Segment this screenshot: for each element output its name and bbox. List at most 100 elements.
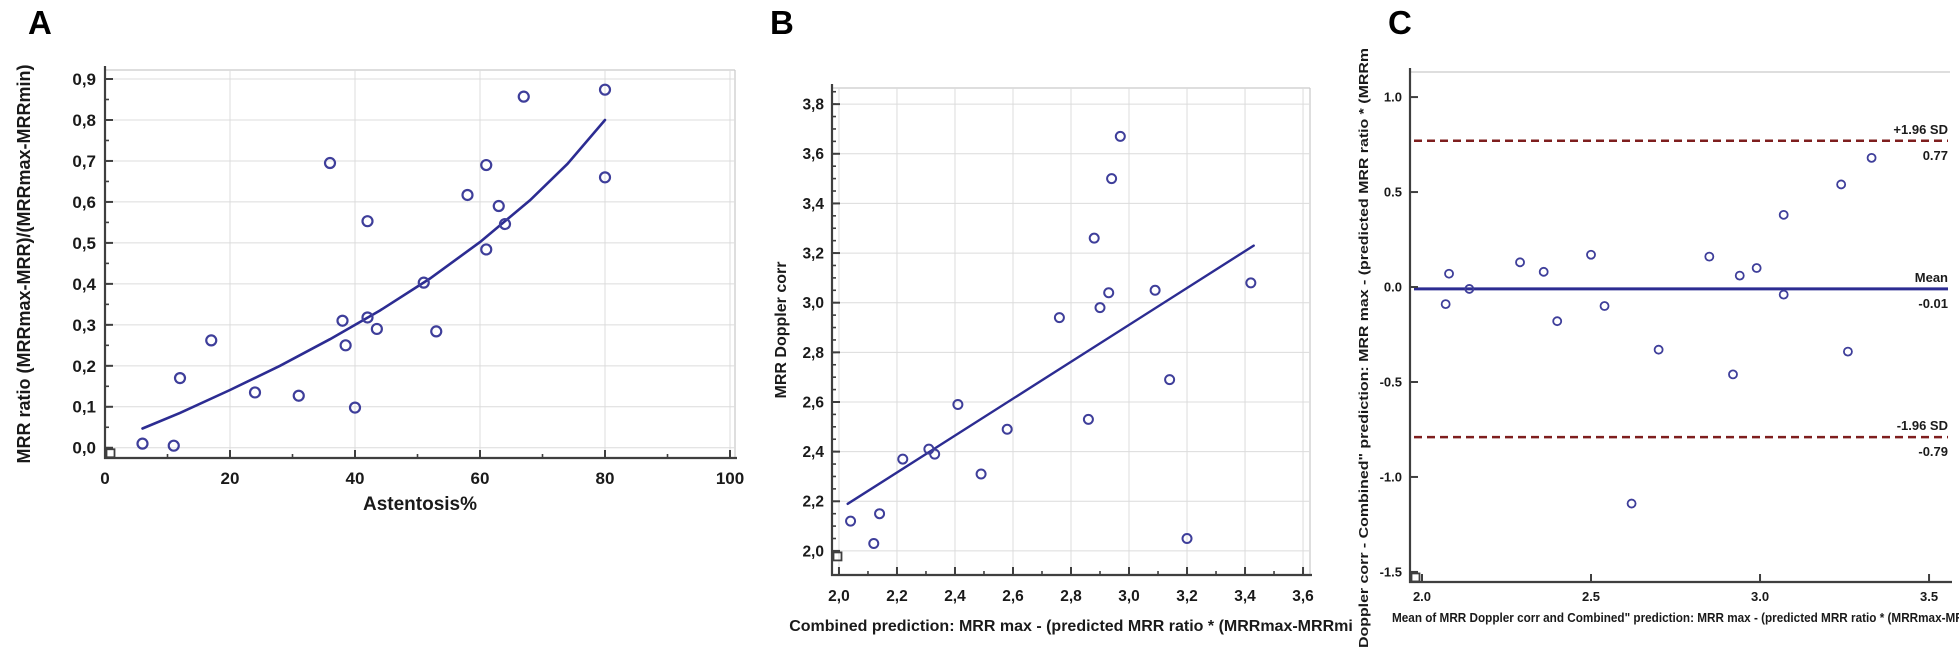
chart-a-y-axis-label: MRR ratio (MRRmax-MRR)/(MRRmax-MRRmin) [14, 65, 34, 464]
data-point [361, 311, 374, 324]
y-tick-label: 2,8 [802, 345, 824, 362]
data-point [430, 325, 443, 338]
data-point [598, 83, 612, 96]
data-point [1082, 413, 1094, 425]
x-tick-label: 2.5 [1582, 589, 1600, 604]
y-tick-label: 0,3 [72, 316, 96, 335]
y-tick-label: 0.5 [1384, 185, 1402, 200]
y-tick-label: 0,4 [72, 275, 96, 294]
data-point [874, 508, 886, 520]
x-tick-label: 3.0 [1751, 589, 1769, 604]
lower-loa-value: -0.79 [1918, 444, 1948, 459]
data-point [1626, 498, 1637, 509]
y-tick-label: 2,4 [802, 444, 824, 461]
y-tick-label: 3,8 [802, 97, 824, 114]
data-point [370, 322, 383, 336]
data-point [1538, 266, 1549, 277]
data-point [1149, 284, 1161, 296]
mean-value: -0.01 [1918, 296, 1948, 311]
data-point [1164, 374, 1176, 386]
data-point [136, 437, 149, 450]
chart-c-y-axis-label: Doppler corr - Combined" prediction: MRR… [1357, 48, 1371, 648]
y-tick-label: 0,1 [72, 398, 96, 417]
data-point [1464, 284, 1475, 294]
chart-a-x-axis-label: Astentosis% [363, 494, 477, 515]
data-point [498, 217, 512, 231]
x-tick-label: 60 [471, 469, 490, 488]
data-point [480, 158, 493, 172]
panel-a-letter: A [28, 4, 52, 41]
data-point [868, 537, 880, 549]
y-tick-label: 2,6 [802, 394, 824, 411]
data-point [1181, 533, 1193, 545]
data-point [1836, 179, 1847, 190]
y-tick-label: 0,5 [72, 234, 96, 253]
y-tick-label: 3,2 [802, 245, 824, 262]
y-tick-label: -0.5 [1380, 375, 1402, 390]
chart-c-axis-break [1410, 572, 1421, 583]
x-tick-label: 2,6 [1002, 588, 1024, 605]
chart-a-axis-break [105, 448, 116, 459]
data-point [897, 453, 909, 465]
data-point [845, 515, 857, 527]
x-tick-label: 3.5 [1920, 589, 1938, 604]
chart-c-x-axis-label: Mean of MRR Doppler corr and Combined" p… [1392, 611, 1959, 625]
upper-loa-label: +1.96 SD [1893, 122, 1948, 137]
data-point [1552, 316, 1563, 327]
data-point [339, 339, 352, 352]
x-tick-label: 2.0 [1413, 589, 1431, 604]
y-tick-label: 3,4 [802, 196, 824, 213]
data-point [1088, 232, 1100, 244]
y-tick-label: 0,9 [72, 70, 96, 89]
y-tick-label: 2,0 [802, 543, 824, 560]
data-point [1444, 268, 1454, 279]
data-point [1778, 209, 1789, 220]
x-tick-label: 20 [221, 469, 240, 488]
data-point [1778, 289, 1789, 300]
data-point [361, 215, 374, 228]
data-point [1599, 301, 1610, 311]
x-tick-label: 2,0 [828, 588, 850, 605]
y-tick-label: 3,6 [802, 146, 824, 163]
x-tick-label: 3,4 [1234, 588, 1256, 605]
data-point [173, 372, 187, 385]
data-point [1734, 270, 1745, 281]
x-tick-label: 80 [596, 469, 615, 488]
data-point [1440, 299, 1451, 310]
lower-loa-label: -1.96 SD [1897, 418, 1948, 433]
y-tick-label: -1.5 [1380, 564, 1402, 579]
x-tick-label: 3,6 [1292, 588, 1314, 605]
data-point [336, 314, 349, 327]
y-tick-label: 0,7 [72, 152, 96, 171]
data-point [517, 90, 530, 103]
y-tick-label: 1.0 [1384, 90, 1402, 105]
data-point [1704, 251, 1715, 262]
mean-label: Mean [1915, 270, 1948, 285]
data-point [461, 188, 474, 202]
data-point [929, 448, 941, 460]
x-tick-label: 2,4 [944, 588, 966, 605]
x-tick-label: 3,0 [1118, 588, 1140, 605]
data-point [1103, 287, 1115, 299]
data-point [1653, 344, 1664, 355]
y-tick-label: 3,0 [802, 295, 824, 312]
y-tick-label: 2,2 [802, 494, 824, 511]
data-point [1001, 423, 1013, 435]
data-point [417, 276, 430, 289]
panel-b-letter: B [770, 4, 794, 41]
x-tick-label: 0 [100, 469, 109, 488]
chart-b-x-axis-label: Combined prediction: MRR max - (predicte… [789, 618, 1353, 635]
data-point [292, 389, 305, 402]
chart-b-fit-line [846, 244, 1255, 505]
data-point [1094, 302, 1106, 314]
x-tick-label: 3,2 [1176, 588, 1198, 605]
x-tick-label: 2,8 [1060, 588, 1082, 605]
panel-c-letter: C [1388, 4, 1412, 41]
data-point [1728, 369, 1738, 380]
y-tick-label: 0,0 [72, 439, 96, 458]
data-point [1515, 257, 1525, 268]
x-tick-label: 2,2 [886, 588, 908, 605]
data-point [952, 398, 964, 410]
